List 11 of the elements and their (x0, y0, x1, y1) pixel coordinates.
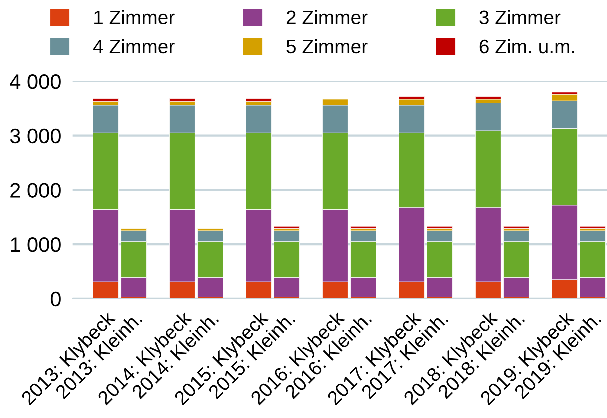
legend-label: 4 Zimmer (94, 39, 175, 54)
y-tick-label: 0 (50, 292, 61, 307)
y-tick-label: 4 000 (10, 74, 61, 90)
y-tick-label: 1 000 (11, 238, 61, 252)
legend-label: 3 Zimmer (480, 10, 561, 25)
legend-label: 1 Zimmer (94, 10, 175, 25)
y-tick-label: 2 000 (10, 183, 61, 198)
legend-label: 5 Zimmer (286, 39, 368, 54)
legend-label: 2 Zimmer (286, 10, 368, 25)
y-tick-label: 3 000 (10, 128, 61, 144)
legend-label: 6 Zim. u.m. (480, 39, 574, 54)
